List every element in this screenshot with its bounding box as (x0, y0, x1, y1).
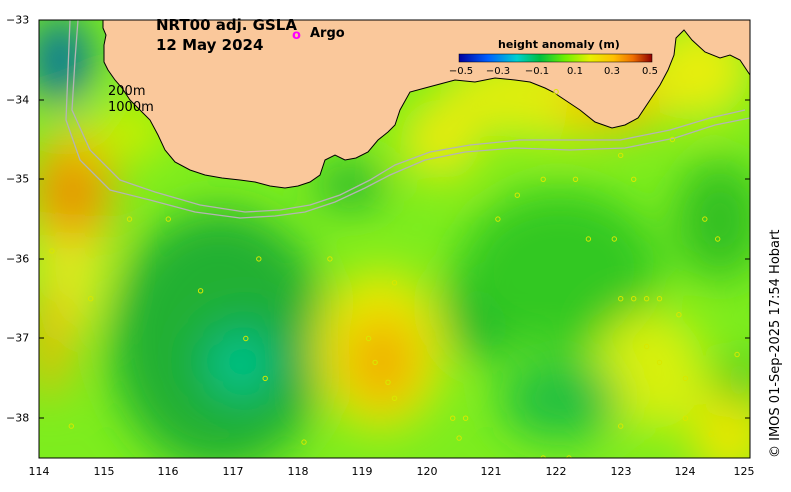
x-tick-label: 122 (545, 465, 567, 478)
contour-1000m-label: 1000m (108, 100, 154, 115)
argo-float-marker (734, 351, 740, 358)
axis-ticks (39, 19, 750, 419)
plot-frame (38, 19, 751, 459)
x-tick-label: 115 (93, 465, 115, 478)
argo-float-marker (585, 236, 592, 242)
argo-float-marker (540, 176, 546, 183)
argo-float-marker (676, 312, 682, 318)
imos-credit: © IMOS 01-Sep-2025 17:54 Hobart (768, 229, 783, 458)
colorbar (458, 53, 653, 63)
bathymetry-contours (65, 20, 750, 219)
y-tick-label: −33 (6, 13, 30, 27)
argo-legend-label: Argo (310, 26, 345, 41)
argo-float-marker (462, 415, 469, 421)
contour-200m-label: 200m (108, 84, 146, 99)
map-title-product: NRT00 adj. GSLA (156, 16, 297, 34)
argo-float-marker (262, 375, 268, 382)
argo-float-marker (708, 431, 714, 437)
argo-float-marker (391, 395, 398, 401)
colorbar-tick: 0.3 (604, 66, 620, 77)
argo-float-marker (715, 236, 721, 242)
x-tick-label: 114 (28, 465, 50, 478)
map-title-date: 12 May 2024 (156, 36, 264, 54)
colorbar-tick: −0.3 (485, 66, 511, 77)
argo-float-marker (49, 248, 55, 254)
argo-float-marker (301, 439, 307, 445)
argo-float-marker (618, 423, 624, 429)
argo-float-marker (656, 359, 663, 366)
colorbar-tick: 0.5 (642, 66, 658, 77)
argo-float-marker (682, 375, 689, 382)
x-tick-label: 117 (222, 465, 244, 478)
argo-float-marker (702, 216, 708, 222)
argo-float-marker (682, 415, 689, 421)
argo-float-marker (68, 423, 75, 429)
colorbar-tick: −0.5 (448, 66, 474, 77)
map-field (39, 20, 750, 458)
argo-float-marker (643, 343, 650, 350)
argo-float-marker (656, 296, 663, 302)
argo-float-marker (88, 296, 94, 302)
argo-float-marker (572, 176, 579, 183)
colorbar-tick: 0.1 (567, 66, 583, 77)
colorbar-title: height anomaly (m) (498, 38, 620, 51)
x-tick-label: 124 (674, 465, 696, 478)
argo-float-marker (165, 216, 172, 222)
argo-float-marker (643, 296, 650, 302)
contour-200m-line (71, 20, 746, 213)
x-tick-label: 123 (610, 465, 632, 478)
y-tick-label: −35 (6, 172, 30, 186)
argo-float-marker (669, 136, 676, 143)
argo-float-marker (385, 379, 391, 385)
x-tick-label: 121 (480, 465, 502, 478)
x-tick-label: 125 (733, 465, 755, 478)
argo-float-marker (24, 352, 28, 356)
argo-float-marker (256, 256, 262, 262)
x-tick-label: 120 (416, 465, 438, 478)
argo-float-marker (456, 435, 462, 441)
colorbar-tick: −0.1 (524, 66, 550, 77)
y-tick-label: −37 (6, 331, 30, 345)
y-tick-label: −36 (6, 252, 30, 266)
argo-float-marker (618, 152, 624, 159)
argo-float-marker (327, 256, 333, 262)
argo-float-marker (126, 216, 133, 222)
argo-float-marker (631, 296, 637, 302)
x-tick-label: 116 (157, 465, 179, 478)
argo-float-marker (197, 288, 204, 294)
y-tick-label: −34 (6, 93, 30, 107)
x-tick-label: 119 (351, 465, 373, 478)
argo-float-marker (618, 296, 624, 302)
argo-float-marker (372, 359, 378, 366)
argo-float-marker (631, 176, 637, 183)
argo-float-marker (553, 89, 559, 95)
y-tick-label: −38 (6, 411, 30, 425)
argo-float-marker (514, 192, 520, 198)
argo-floats (24, 89, 740, 458)
argo-float-marker (365, 335, 372, 342)
x-tick-label: 118 (287, 465, 309, 478)
argo-legend-marker: o (292, 28, 301, 43)
contour-1000m-line (65, 20, 750, 219)
argo-float-marker (391, 280, 398, 286)
argo-float-marker (495, 216, 501, 222)
argo-float-marker (611, 236, 617, 242)
argo-float-marker (243, 335, 249, 342)
argo-float-marker (450, 415, 456, 421)
